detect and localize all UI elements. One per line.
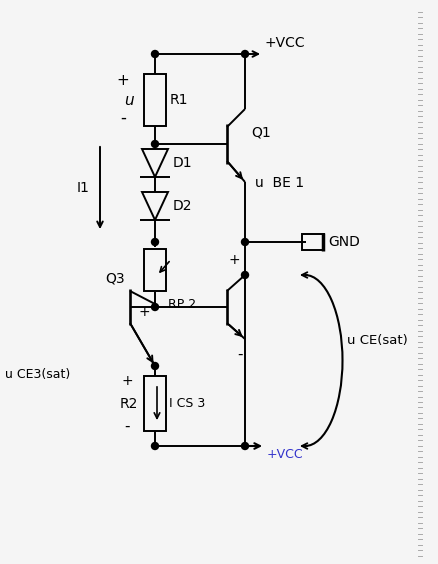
Text: -: - (124, 418, 130, 434)
Circle shape (241, 239, 248, 245)
Text: R2: R2 (120, 396, 138, 411)
Circle shape (151, 443, 158, 450)
Circle shape (151, 303, 158, 311)
Text: -: - (237, 347, 242, 362)
Bar (144, 74, 166, 126)
Text: +VCC: +VCC (266, 448, 303, 461)
Circle shape (151, 140, 158, 148)
Text: -: - (120, 109, 126, 127)
Text: +: + (117, 73, 129, 87)
Text: Q1: Q1 (251, 125, 270, 139)
Bar (144, 249, 166, 290)
Text: I1: I1 (77, 181, 90, 195)
Text: R1: R1 (170, 93, 188, 107)
Text: u CE3(sat): u CE3(sat) (5, 368, 70, 381)
Circle shape (151, 239, 158, 245)
Circle shape (241, 271, 248, 279)
Text: I CS 3: I CS 3 (169, 397, 205, 410)
Circle shape (151, 51, 158, 58)
Text: +: + (121, 374, 133, 388)
Text: u CE(sat): u CE(sat) (346, 334, 407, 347)
Circle shape (151, 363, 158, 369)
Bar (301, 234, 323, 250)
Text: u: u (124, 92, 134, 108)
Circle shape (241, 443, 248, 450)
Circle shape (241, 51, 248, 58)
Text: Q3: Q3 (105, 271, 125, 285)
Bar (144, 376, 166, 431)
Text: D1: D1 (173, 156, 192, 170)
Text: D2: D2 (173, 199, 192, 213)
Text: GND: GND (327, 235, 359, 249)
Text: +: + (229, 253, 240, 267)
Text: u  BE 1: u BE 1 (254, 176, 304, 190)
Text: +: + (138, 305, 150, 319)
Text: RP 2: RP 2 (168, 298, 196, 311)
Text: +VCC: +VCC (265, 36, 305, 50)
